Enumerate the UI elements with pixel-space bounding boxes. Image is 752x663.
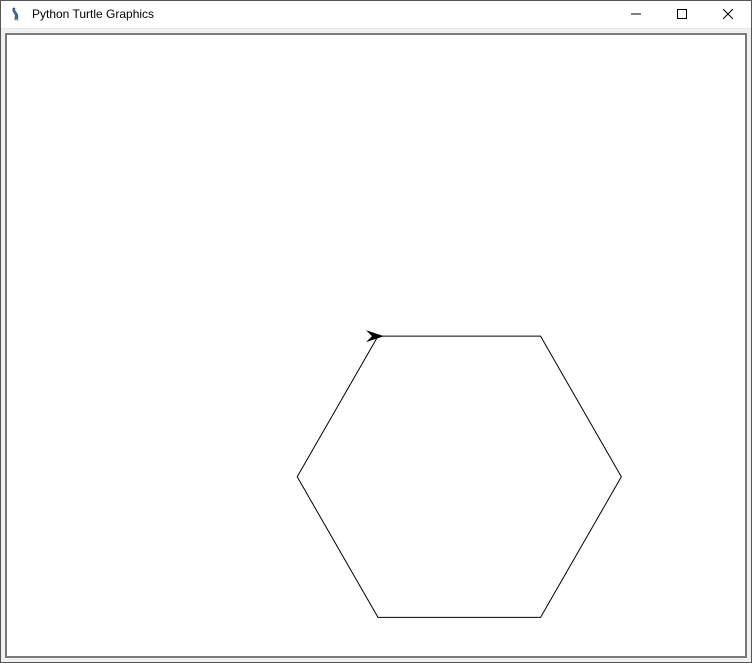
turtle-cursor-icon <box>366 330 384 342</box>
canvas-wrap <box>1 29 751 662</box>
close-icon <box>723 9 733 19</box>
minimize-button[interactable] <box>613 1 659 28</box>
turtle-canvas[interactable] <box>5 33 747 658</box>
turtle-drawing <box>7 35 745 656</box>
titlebar[interactable]: Python Turtle Graphics <box>1 1 751 29</box>
app-icon <box>9 6 25 22</box>
hexagon-shape <box>297 336 621 617</box>
app-window: Python Turtle Graphics <box>0 0 752 663</box>
window-controls <box>613 1 751 28</box>
maximize-button[interactable] <box>659 1 705 28</box>
minimize-icon <box>631 9 641 19</box>
maximize-icon <box>677 9 687 19</box>
close-button[interactable] <box>705 1 751 28</box>
window-title: Python Turtle Graphics <box>32 7 613 21</box>
